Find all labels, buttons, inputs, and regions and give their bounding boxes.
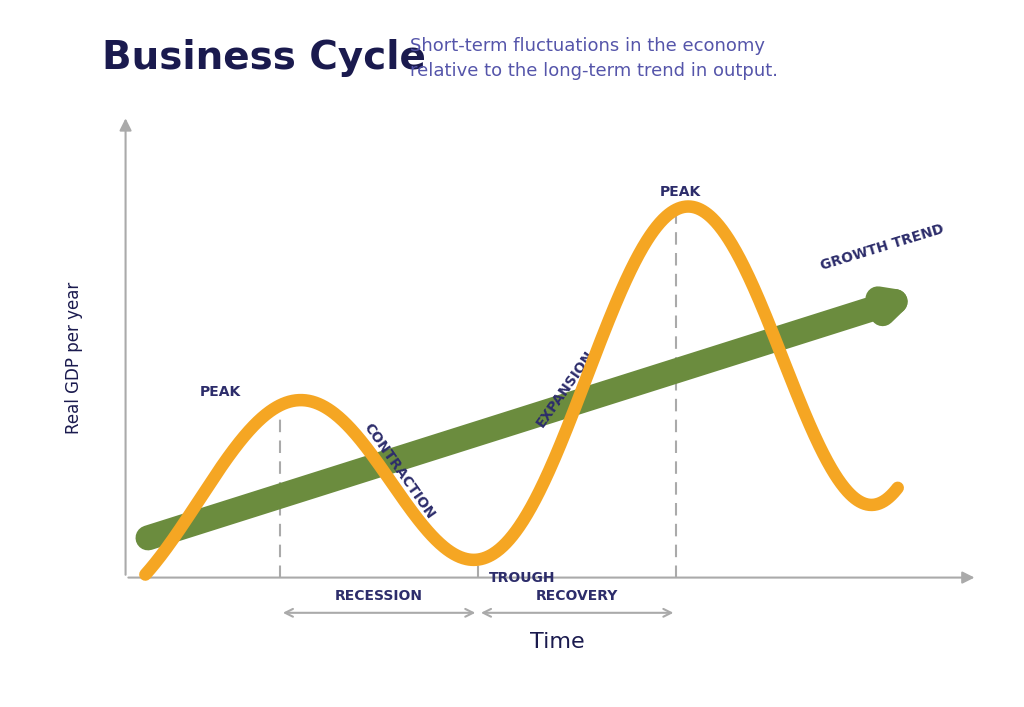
Text: Time: Time <box>530 632 585 652</box>
Text: CONTRACTION: CONTRACTION <box>360 420 437 521</box>
Text: TROUGH: TROUGH <box>488 571 555 585</box>
Text: EXPANSION: EXPANSION <box>534 347 597 429</box>
Text: RECOVERY: RECOVERY <box>536 590 618 603</box>
Text: Real GDP per year: Real GDP per year <box>66 282 83 434</box>
Text: GROWTH TREND: GROWTH TREND <box>819 222 945 273</box>
Text: Business Cycle: Business Cycle <box>102 39 426 77</box>
Text: Short-term fluctuations in the economy
relative to the long-term trend in output: Short-term fluctuations in the economy r… <box>410 37 777 80</box>
Text: PEAK: PEAK <box>200 385 242 399</box>
Text: RECESSION: RECESSION <box>335 590 423 603</box>
Text: PEAK: PEAK <box>659 185 700 199</box>
